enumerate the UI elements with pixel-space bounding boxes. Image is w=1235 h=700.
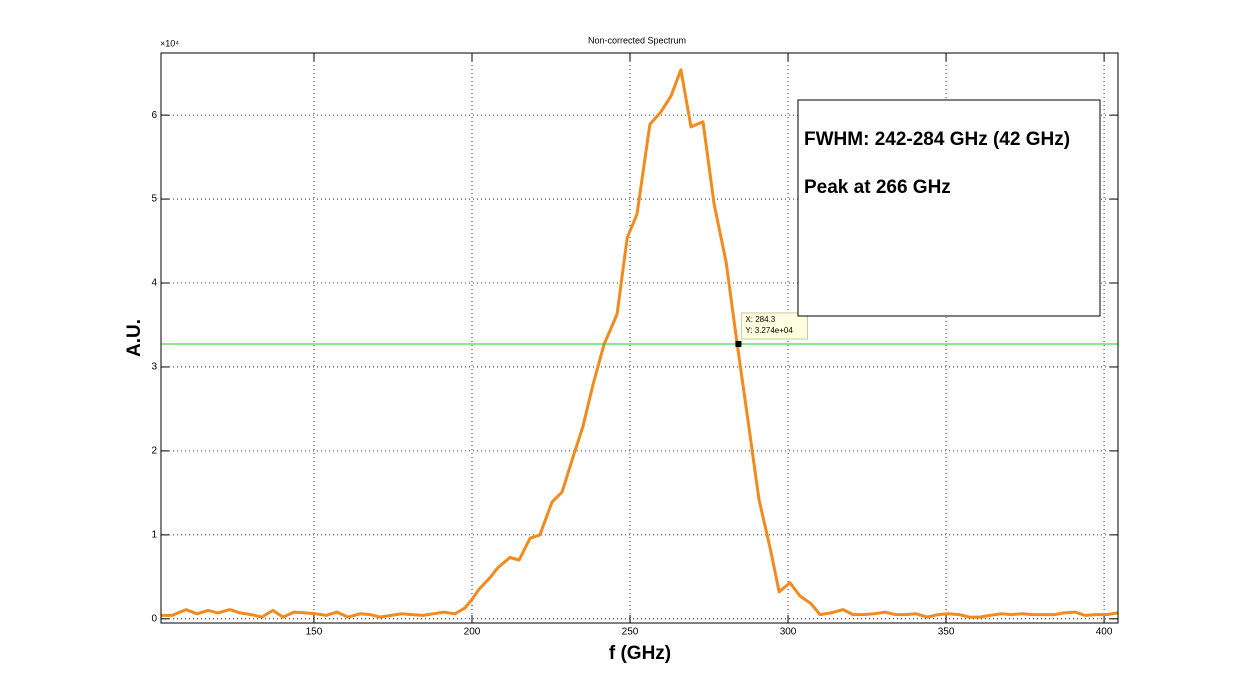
- plot-border: [160, 52, 1119, 624]
- y-tick-label: 6: [151, 110, 157, 121]
- y-exponent: ×10⁴: [160, 38, 179, 48]
- y-tick-label: 5: [151, 194, 157, 205]
- y-tick-label: 2: [151, 446, 157, 457]
- x-tick-label: 400: [1096, 627, 1113, 638]
- chart-title: Non-corrected Spectrum: [588, 35, 686, 45]
- annotation-text: Peak at 266 GHz: [804, 177, 951, 198]
- annotation-box: [797, 99, 1101, 317]
- datatip-marker: [735, 340, 742, 347]
- y-tick-label: 3: [151, 362, 157, 373]
- x-tick-label: 250: [622, 627, 639, 638]
- y-axis-label: A.U.: [124, 319, 145, 357]
- x-axis-label: f (GHz): [609, 643, 671, 664]
- data-line: [161, 68, 1119, 619]
- y-tick-label: 1: [151, 529, 157, 540]
- x-tick-label: 150: [306, 627, 323, 638]
- annotation-text: FWHM: 242-284 GHz (42 GHz): [804, 129, 1070, 150]
- datatip-label: Y: 3.274e+04: [745, 326, 793, 335]
- x-tick-label: 350: [938, 627, 955, 638]
- y-tick-label: 4: [151, 278, 157, 289]
- y-tick-label: 0: [151, 613, 157, 624]
- x-tick-label: 300: [780, 627, 797, 638]
- datatip-label: X: 284.3: [745, 315, 775, 324]
- datatip-box: [740, 312, 808, 340]
- x-tick-label: 200: [464, 627, 481, 638]
